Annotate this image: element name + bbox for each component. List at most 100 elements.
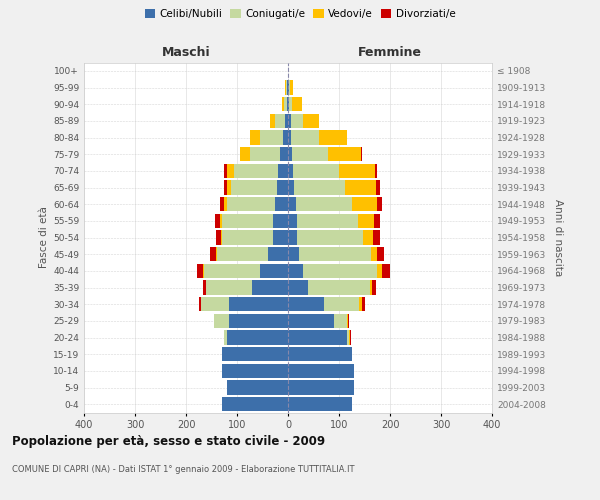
Bar <box>288 330 347 344</box>
Bar <box>288 197 296 211</box>
Bar <box>375 164 377 178</box>
Bar <box>377 247 385 261</box>
Bar <box>290 130 319 144</box>
Bar <box>202 297 229 311</box>
Bar <box>288 164 293 178</box>
Bar <box>290 114 304 128</box>
Bar <box>275 114 286 128</box>
Bar <box>214 314 229 328</box>
Bar <box>361 147 362 161</box>
Bar <box>268 247 288 261</box>
Bar <box>288 264 304 278</box>
Bar <box>221 230 222 244</box>
Bar <box>220 214 222 228</box>
Bar <box>350 330 351 344</box>
Bar <box>377 197 382 211</box>
Bar <box>288 380 355 394</box>
Bar <box>288 114 290 128</box>
Bar <box>282 97 284 112</box>
Bar <box>231 180 277 194</box>
Bar <box>224 197 227 211</box>
Bar <box>253 280 288 294</box>
Bar <box>235 164 278 178</box>
Bar <box>374 214 380 228</box>
Bar <box>345 180 376 194</box>
Bar <box>224 330 227 344</box>
Bar <box>222 230 273 244</box>
Bar <box>359 297 362 311</box>
Bar <box>288 97 289 112</box>
Bar <box>273 230 288 244</box>
Bar <box>217 247 268 261</box>
Bar <box>297 230 364 244</box>
Bar <box>377 264 382 278</box>
Bar <box>288 147 292 161</box>
Bar <box>222 347 288 361</box>
Bar <box>362 297 365 311</box>
Bar <box>287 80 288 94</box>
Bar <box>224 180 227 194</box>
Bar <box>352 197 377 211</box>
Bar <box>376 180 380 194</box>
Bar <box>370 280 372 294</box>
Bar <box>227 164 235 178</box>
Bar <box>288 230 297 244</box>
Bar <box>290 80 293 94</box>
Bar <box>206 280 253 294</box>
Bar <box>270 114 275 128</box>
Bar <box>278 164 288 178</box>
Bar <box>319 130 347 144</box>
Bar <box>227 380 288 394</box>
Bar <box>229 297 288 311</box>
Bar <box>288 347 352 361</box>
Bar <box>203 280 206 294</box>
Bar <box>260 130 283 144</box>
Bar <box>222 214 273 228</box>
Bar <box>199 297 202 311</box>
Bar <box>294 180 345 194</box>
Bar <box>288 297 324 311</box>
Bar <box>334 314 347 328</box>
Bar <box>211 247 215 261</box>
Bar <box>222 364 288 378</box>
Bar <box>349 330 350 344</box>
Bar <box>288 280 308 294</box>
Bar <box>289 80 290 94</box>
Bar <box>308 280 370 294</box>
Bar <box>227 180 231 194</box>
Bar <box>222 397 288 411</box>
Bar <box>304 264 377 278</box>
Bar <box>324 297 359 311</box>
Bar <box>227 197 275 211</box>
Legend: Celibi/Nubili, Coniugati/e, Vedovi/e, Divorziati/e: Celibi/Nubili, Coniugati/e, Vedovi/e, Di… <box>140 5 460 24</box>
Bar <box>229 314 288 328</box>
Bar <box>288 247 299 261</box>
Text: Popolazione per età, sesso e stato civile - 2009: Popolazione per età, sesso e stato civil… <box>12 435 325 448</box>
Bar <box>289 97 292 112</box>
Bar <box>285 80 286 94</box>
Bar <box>286 80 287 94</box>
Text: Maschi: Maschi <box>161 46 211 59</box>
Y-axis label: Anni di nascita: Anni di nascita <box>553 199 563 276</box>
Bar <box>286 114 288 128</box>
Bar <box>283 130 288 144</box>
Bar <box>250 147 280 161</box>
Bar <box>347 314 349 328</box>
Bar <box>288 180 294 194</box>
Bar <box>260 264 288 278</box>
Bar <box>197 264 203 278</box>
Bar <box>292 147 328 161</box>
Bar <box>339 164 375 178</box>
Bar <box>293 164 339 178</box>
Bar <box>288 214 297 228</box>
Bar <box>227 330 288 344</box>
Bar <box>239 147 250 161</box>
Bar <box>373 230 380 244</box>
Bar <box>297 214 358 228</box>
Bar <box>284 97 287 112</box>
Bar <box>347 330 349 344</box>
Bar <box>273 214 288 228</box>
Bar <box>250 130 260 144</box>
Bar <box>215 247 217 261</box>
Bar <box>372 280 376 294</box>
